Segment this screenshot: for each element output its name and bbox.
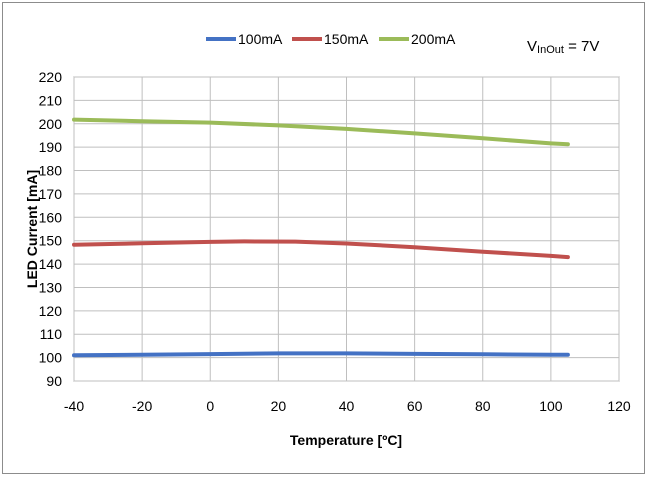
y-tick-label: 170 [39, 186, 63, 202]
y-tick-label: 210 [39, 92, 63, 108]
x-tick-label: -40 [64, 398, 84, 414]
x-tick-label: 100 [539, 398, 563, 414]
annotation-subscript: InOut [537, 44, 564, 56]
y-tick-label: 100 [39, 350, 63, 366]
x-tick-label: 80 [475, 398, 491, 414]
y-tick-labels: 90 100 110 120 130 140 150 160 170 180 190 200 210 22… [39, 69, 63, 389]
x-tick-labels: -40 -20 0 20 40 60 80 100 120 [64, 398, 631, 414]
series-line-100mA [72, 351, 570, 358]
legend: 100mA 150mA 200mA [206, 31, 456, 47]
y-tick-label: 120 [39, 303, 63, 319]
x-tick-label: 20 [271, 398, 287, 414]
y-tick-label: 180 [39, 163, 63, 179]
x-tick-label: 60 [407, 398, 423, 414]
annotation-main: V [527, 38, 537, 55]
legend-label-150mA: 150mA [324, 31, 369, 47]
vinout-annotation: VInOut = 7V [527, 38, 599, 56]
series-line-200mA [72, 117, 570, 147]
x-tick-label: 0 [206, 398, 214, 414]
x-tick-label: -20 [132, 398, 152, 414]
y-axis-title: LED Current [mA] [24, 170, 40, 288]
y-tick-label: 140 [39, 256, 63, 272]
y-tick-label: 110 [40, 326, 63, 342]
y-tick-label: 90 [46, 373, 62, 389]
x-tick-label: 120 [607, 398, 631, 414]
y-tick-label: 190 [39, 139, 63, 155]
series-lines [72, 117, 570, 358]
y-tick-label: 150 [39, 233, 63, 249]
y-tick-label: 220 [39, 69, 63, 85]
x-tick-label: 40 [339, 398, 355, 414]
y-tick-label: 160 [39, 209, 63, 225]
legend-label-100mA: 100mA [238, 31, 283, 47]
x-axis-title: Temperature [ºC] [290, 432, 402, 448]
gridlines [73, 76, 620, 382]
legend-label-200mA: 200mA [411, 31, 456, 47]
y-tick-label: 200 [39, 116, 63, 132]
y-tick-label: 130 [39, 279, 63, 295]
series-line-150mA [72, 239, 570, 260]
annotation-suffix: = 7V [564, 38, 599, 55]
